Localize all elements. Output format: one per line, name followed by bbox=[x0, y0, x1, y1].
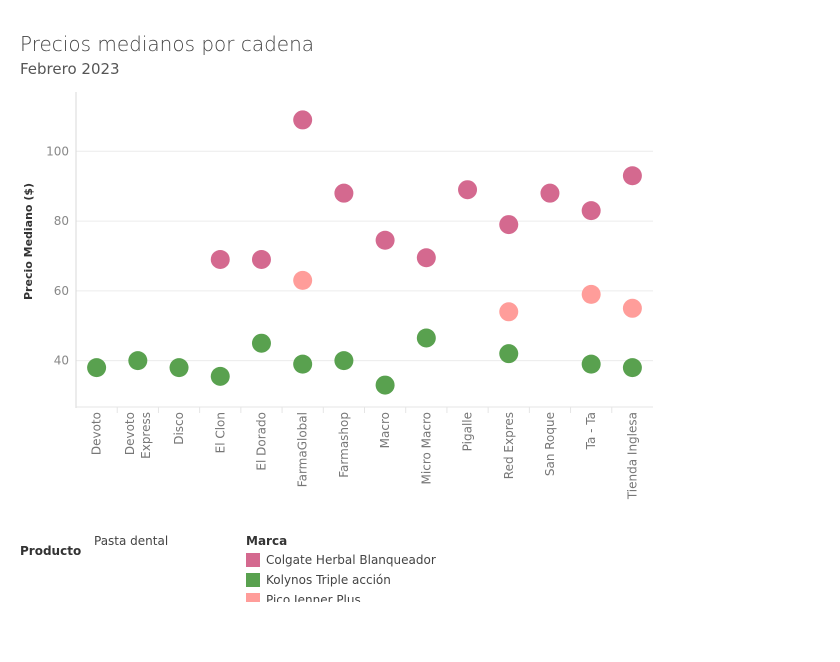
legend-item-label: Kolynos Triple acción bbox=[266, 573, 391, 587]
data-point bbox=[375, 230, 395, 250]
x-tick-label: Red Expres bbox=[502, 412, 516, 479]
x-tick-label: Tienda Inglesa bbox=[625, 412, 639, 500]
data-point bbox=[210, 366, 230, 386]
data-point bbox=[251, 249, 271, 269]
data-point bbox=[499, 302, 519, 322]
data-point bbox=[499, 215, 519, 235]
data-point bbox=[251, 333, 271, 353]
data-point bbox=[416, 328, 436, 348]
y-axis-title: Precio Mediano ($) bbox=[22, 182, 35, 300]
legend-swatch bbox=[246, 573, 260, 587]
x-tick-label: San Roque bbox=[543, 412, 557, 476]
x-tick-label: Devoto bbox=[90, 412, 104, 455]
data-point bbox=[622, 298, 642, 318]
legend-swatch bbox=[246, 593, 260, 602]
data-point bbox=[293, 270, 313, 290]
legend-title: Marca bbox=[246, 534, 288, 548]
legend-swatch bbox=[246, 553, 260, 567]
x-tick-label: El Dorado bbox=[254, 412, 268, 471]
y-tick-label: 100 bbox=[46, 144, 69, 158]
data-point bbox=[581, 354, 601, 374]
chart-title: Precios medianos por cadena bbox=[20, 32, 315, 56]
data-point bbox=[169, 358, 189, 378]
data-point bbox=[210, 249, 230, 269]
data-point bbox=[416, 248, 436, 268]
x-tick-label: Devoto bbox=[123, 412, 137, 455]
y-tick-label: 80 bbox=[54, 214, 69, 228]
y-tick-label: 60 bbox=[54, 284, 69, 298]
data-point bbox=[499, 344, 519, 364]
data-point bbox=[622, 358, 642, 378]
x-tick-label: Farmashop bbox=[337, 412, 351, 478]
y-tick-label: 40 bbox=[54, 354, 69, 368]
data-point bbox=[375, 375, 395, 395]
legend-item-colgate[interactable]: Colgate Herbal Blanqueador bbox=[246, 550, 466, 570]
data-point bbox=[581, 201, 601, 221]
data-point bbox=[622, 166, 642, 186]
data-point bbox=[334, 351, 354, 371]
x-tick-label: FarmaGlobal bbox=[296, 412, 310, 487]
chart-subtitle: Febrero 2023 bbox=[20, 60, 120, 78]
legend-item-label: Colgate Herbal Blanqueador bbox=[266, 553, 436, 567]
data-point bbox=[87, 358, 107, 378]
data-point bbox=[293, 110, 313, 130]
legend: Marca Colgate Herbal Blanqueador Kolynos… bbox=[246, 534, 466, 602]
x-tick-label: Disco bbox=[172, 412, 186, 445]
x-tick-label: El Clon bbox=[213, 412, 227, 453]
x-tick-label: Pigalle bbox=[461, 412, 475, 451]
x-tick-label: Ta - Ta bbox=[584, 412, 598, 450]
data-point bbox=[293, 354, 313, 374]
x-tick-label: Macro bbox=[378, 412, 392, 448]
data-point bbox=[458, 180, 478, 200]
data-point bbox=[128, 351, 148, 371]
filter-label: Producto bbox=[20, 544, 82, 558]
x-tick-label: Express bbox=[139, 412, 153, 459]
filter-value[interactable]: Pasta dental bbox=[94, 534, 169, 548]
legend-item-kolynos[interactable]: Kolynos Triple acción bbox=[246, 570, 466, 590]
x-tick-label: Micro Macro bbox=[419, 412, 433, 484]
data-point bbox=[540, 183, 560, 203]
data-point bbox=[581, 284, 601, 304]
legend-item-pico[interactable]: Pico Jenner Plus bbox=[246, 590, 466, 602]
legend-item-label: Pico Jenner Plus bbox=[266, 593, 361, 602]
data-point bbox=[334, 183, 354, 203]
